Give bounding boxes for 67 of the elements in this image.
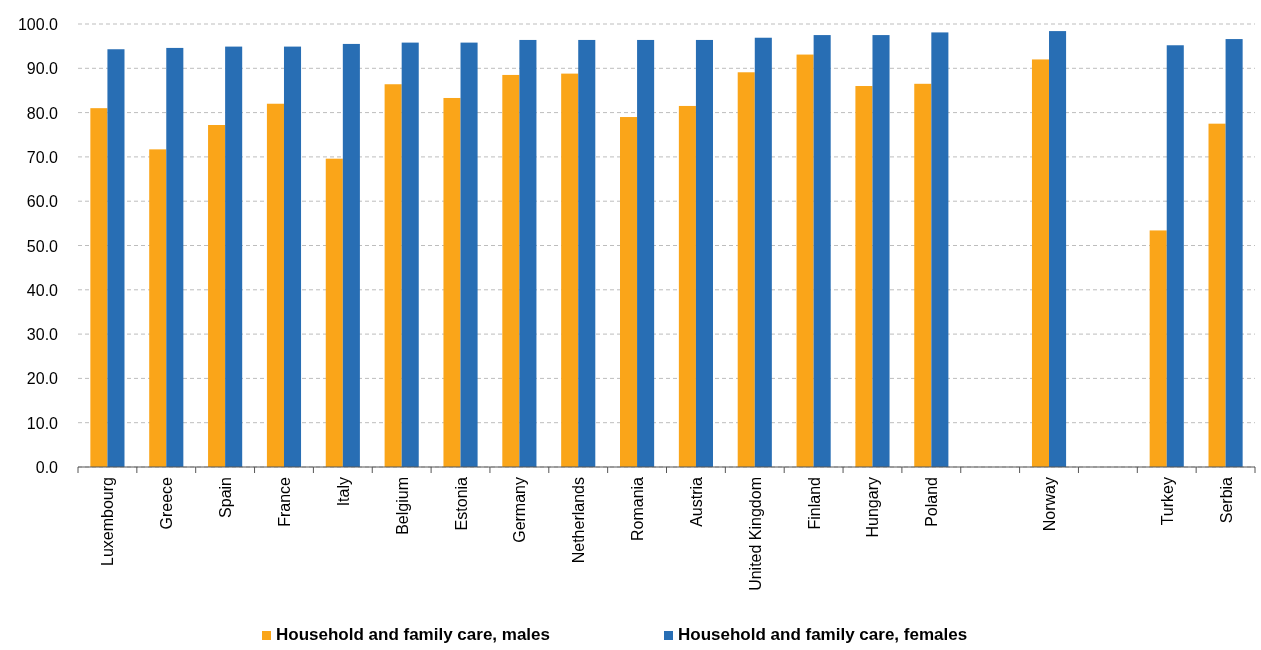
y-tick-label: 90.0 [26,60,59,78]
y-tick-label: 20.0 [26,370,59,388]
legend-label: Household and family care, females [678,625,968,644]
x-tick-label: Greece [158,476,176,530]
bar [401,42,419,467]
bar [443,97,461,467]
x-tick-label: Estonia [452,476,470,531]
bar [208,125,226,467]
legend-label: Household and family care, males [276,625,550,644]
x-tick-label: Turkey [1158,477,1176,526]
bar [502,74,520,467]
bar [872,35,890,467]
bar [737,72,755,467]
y-tick-label: 0.0 [35,459,59,476]
x-tick-label: Spain [217,477,235,518]
bar [342,43,360,467]
bar [914,83,932,467]
bar [855,86,873,467]
bar [754,37,772,467]
bar [283,46,302,467]
x-tick-label: Belgium [393,477,411,535]
x-tick-label: Serbia [1217,476,1235,524]
y-tick-label: 50.0 [26,237,59,255]
x-tick-label: Italy [334,477,352,507]
x-tick-label: Poland [923,477,941,527]
y-tick-label: 10.0 [26,414,59,432]
bar [678,105,696,467]
bar [813,35,831,467]
bar [695,39,713,467]
bar [325,158,343,467]
bar [384,84,402,467]
bar [107,49,125,467]
bar [149,149,167,467]
y-tick-label: 60.0 [26,193,59,211]
bar [90,108,108,467]
y-tick-label: 40.0 [26,281,59,299]
x-tick-label: France [275,476,293,527]
bar [1225,39,1243,467]
bar [460,42,478,467]
bar [1049,31,1067,467]
bar [1166,45,1184,467]
bar [519,39,537,467]
bar [225,46,243,467]
x-tick-label: Germany [511,477,529,543]
x-tick-label: Norway [1041,477,1059,532]
y-tick-label: 100.0 [17,16,59,33]
y-tick-label: 70.0 [26,148,59,166]
x-tick-label: Austria [687,476,705,527]
bar [1031,59,1050,467]
y-tick-label: 80.0 [26,104,59,122]
bar [796,54,814,467]
bar [620,117,638,467]
bar [1149,230,1167,467]
bar [637,39,655,467]
bar [1208,123,1226,467]
x-tick-label: United Kingdom [746,477,764,591]
x-tick-label: Finland [805,477,823,530]
x-tick-label: Netherlands [570,477,588,564]
x-tick-label: Romania [629,476,647,542]
x-tick-label: Hungary [864,477,882,538]
bar [266,103,284,467]
x-tick-label: Luxembourg [99,477,117,566]
bar [578,39,596,467]
bar [166,47,184,467]
bar [561,73,579,467]
y-tick-label: 30.0 [26,326,59,344]
bar [931,32,949,467]
